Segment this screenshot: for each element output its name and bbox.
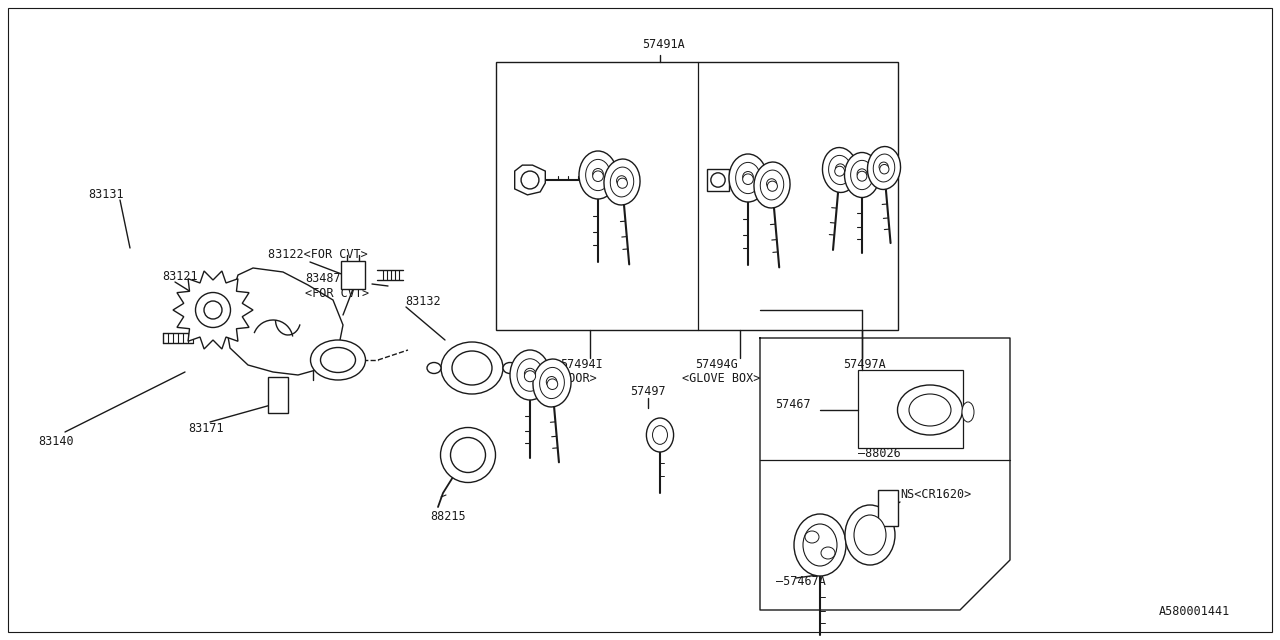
Ellipse shape — [503, 362, 517, 374]
Ellipse shape — [803, 524, 837, 566]
Text: A580001441: A580001441 — [1158, 605, 1230, 618]
Text: <GLOVE BOX>: <GLOVE BOX> — [682, 372, 760, 385]
Ellipse shape — [440, 428, 495, 483]
Ellipse shape — [742, 172, 754, 182]
Ellipse shape — [196, 292, 230, 328]
Ellipse shape — [767, 179, 777, 189]
Ellipse shape — [604, 159, 640, 205]
Ellipse shape — [851, 161, 873, 189]
Ellipse shape — [828, 156, 851, 184]
Ellipse shape — [547, 379, 558, 390]
Text: —57467A: —57467A — [776, 575, 826, 588]
Text: 88215: 88215 — [430, 510, 466, 523]
Text: 57497A: 57497A — [844, 358, 886, 371]
Ellipse shape — [532, 359, 571, 407]
Ellipse shape — [586, 159, 611, 191]
Ellipse shape — [452, 351, 492, 385]
Text: 88047: 88047 — [818, 535, 854, 548]
Ellipse shape — [760, 170, 783, 200]
Ellipse shape — [525, 368, 535, 380]
Ellipse shape — [854, 515, 886, 555]
Ellipse shape — [823, 148, 858, 193]
Ellipse shape — [617, 176, 627, 186]
Text: 83132: 83132 — [404, 295, 440, 308]
Ellipse shape — [858, 172, 867, 181]
Ellipse shape — [451, 438, 485, 472]
Text: 83121: 83121 — [163, 270, 197, 283]
Ellipse shape — [836, 164, 845, 173]
Text: 57497: 57497 — [630, 385, 666, 398]
Ellipse shape — [835, 166, 845, 176]
Ellipse shape — [767, 181, 777, 191]
Bar — [497, 62, 899, 330]
Ellipse shape — [909, 394, 951, 426]
Ellipse shape — [820, 547, 835, 559]
Ellipse shape — [646, 418, 673, 452]
Ellipse shape — [593, 171, 603, 182]
Ellipse shape — [710, 173, 726, 187]
Text: 57494I: 57494I — [561, 358, 603, 371]
Ellipse shape — [611, 167, 634, 197]
Ellipse shape — [547, 376, 557, 387]
Ellipse shape — [442, 342, 503, 394]
Text: 83140: 83140 — [38, 435, 74, 448]
Ellipse shape — [897, 385, 963, 435]
Ellipse shape — [845, 152, 879, 198]
Bar — [340, 261, 365, 289]
Ellipse shape — [509, 350, 550, 400]
Text: 57494G: 57494G — [695, 358, 737, 371]
Bar — [707, 169, 730, 191]
Ellipse shape — [736, 163, 760, 194]
Ellipse shape — [963, 402, 974, 422]
Ellipse shape — [845, 505, 895, 565]
Ellipse shape — [794, 514, 846, 576]
Text: 57491A: 57491A — [643, 38, 685, 51]
Ellipse shape — [617, 178, 627, 188]
Ellipse shape — [311, 340, 366, 380]
Text: 83487: 83487 — [305, 272, 340, 285]
Ellipse shape — [805, 531, 819, 543]
Ellipse shape — [428, 362, 442, 374]
Text: 83171: 83171 — [188, 422, 224, 435]
Bar — [268, 377, 288, 413]
Ellipse shape — [320, 348, 356, 372]
Ellipse shape — [754, 162, 790, 208]
Text: NS<CR1620>: NS<CR1620> — [900, 488, 972, 501]
Bar — [878, 490, 899, 526]
Text: <DOOR>: <DOOR> — [554, 372, 596, 385]
Text: <FOR CVT>: <FOR CVT> — [305, 287, 369, 300]
Bar — [858, 370, 963, 448]
Ellipse shape — [521, 171, 539, 189]
Text: —88026: —88026 — [858, 447, 901, 460]
Text: 83131: 83131 — [88, 188, 124, 201]
Ellipse shape — [540, 367, 564, 399]
Polygon shape — [173, 271, 253, 349]
Polygon shape — [515, 165, 545, 195]
Ellipse shape — [730, 154, 767, 202]
Ellipse shape — [653, 426, 667, 444]
Ellipse shape — [879, 164, 890, 174]
Ellipse shape — [593, 168, 603, 179]
Ellipse shape — [525, 371, 535, 381]
Ellipse shape — [873, 154, 895, 182]
Ellipse shape — [879, 162, 888, 172]
Polygon shape — [227, 268, 343, 375]
Ellipse shape — [579, 151, 617, 199]
Text: 57467: 57467 — [774, 398, 810, 411]
Ellipse shape — [858, 169, 867, 179]
Ellipse shape — [742, 174, 754, 184]
Text: 83122<FOR CVT>: 83122<FOR CVT> — [268, 248, 367, 261]
Ellipse shape — [204, 301, 221, 319]
Ellipse shape — [868, 147, 901, 189]
Ellipse shape — [517, 359, 543, 391]
